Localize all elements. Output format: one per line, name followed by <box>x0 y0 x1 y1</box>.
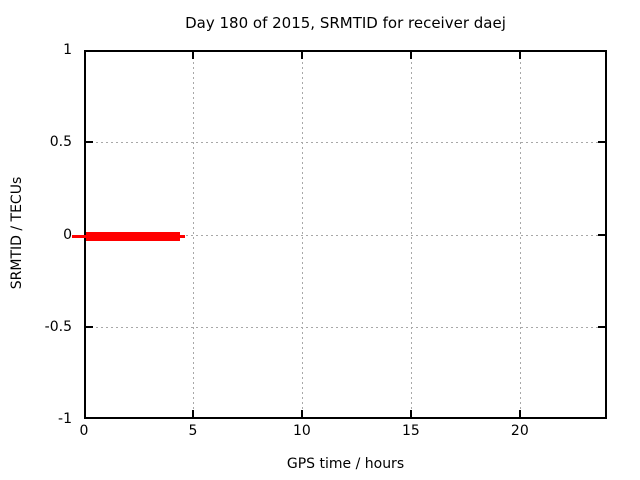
y-tick-mark <box>598 233 605 236</box>
y-tick-label: 0.5 <box>49 134 72 151</box>
gridline-horizontal <box>86 142 605 144</box>
x-tick-mark <box>191 410 194 417</box>
x-tick-mark <box>518 410 521 417</box>
y-tick-mark <box>598 141 605 144</box>
x-tick-label: 10 <box>292 423 311 439</box>
x-tick-mark <box>409 52 412 59</box>
x-tick-label: 0 <box>79 423 89 439</box>
x-tick-label: 5 <box>188 423 198 439</box>
chart-title: Day 180 of 2015, SRMTID for receiver dae… <box>185 14 506 32</box>
x-tick-mark <box>300 52 303 59</box>
x-tick-mark <box>518 52 521 59</box>
y-tick-mark <box>598 325 605 328</box>
x-tick-mark <box>409 410 412 417</box>
gridline-horizontal <box>86 234 605 236</box>
y-axis-label: SRMTID / TECUs <box>9 176 25 290</box>
y-tick-label: 1 <box>63 42 72 58</box>
y-tick-mark <box>86 325 93 328</box>
y-tick-label: 0 <box>63 226 72 243</box>
gridline-horizontal <box>86 326 605 328</box>
data-segment-srmtid <box>72 235 87 238</box>
x-tick-mark <box>191 52 194 59</box>
data-segment-srmtid <box>86 232 180 241</box>
y-tick-label: -0.5 <box>44 318 72 335</box>
x-tick-mark <box>300 410 303 417</box>
x-axis-label: GPS time / hours <box>286 456 405 472</box>
x-tick-label: 15 <box>401 423 420 439</box>
y-tick-mark <box>86 141 93 144</box>
data-segment-srmtid <box>179 235 186 238</box>
plot-area <box>72 50 607 419</box>
y-tick-label: -1 <box>58 411 72 427</box>
x-tick-label: 20 <box>510 423 529 439</box>
